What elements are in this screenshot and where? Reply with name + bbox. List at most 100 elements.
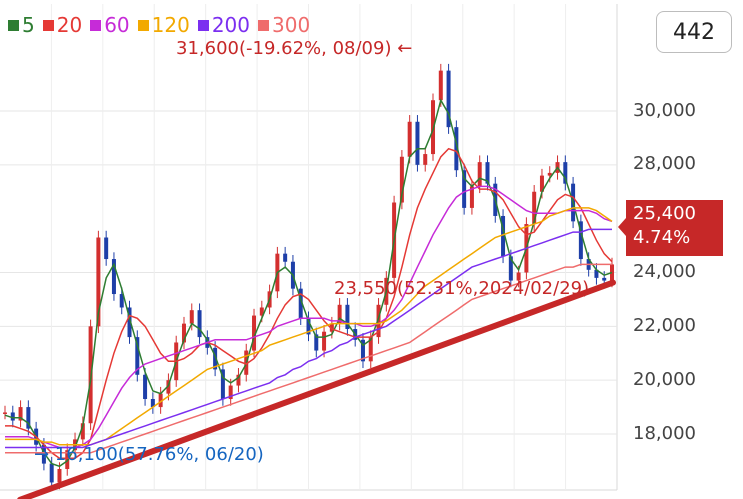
price-candle-body [602,277,607,281]
moving-average-line-200 [5,228,612,449]
price-candle-body [322,331,327,351]
price-candle-body [298,288,303,319]
price-candle-body [454,127,459,171]
ma5-swatch [8,19,19,31]
legend-item-ma200[interactable]: 200 [197,13,251,37]
price-candle-body [360,339,365,362]
legend-item-ma5[interactable]: 5 [8,13,35,37]
price-candle-body [283,253,288,262]
price-candle-body [150,399,155,408]
legend-item-ma60[interactable]: 60 [90,13,130,37]
price-candle-body [252,315,257,351]
price-candle-body [594,269,599,278]
price-candle-body [306,318,311,335]
price-candle-body [345,304,350,330]
legend-item-ma20[interactable]: 20 [42,13,83,37]
price-candle-body [18,407,23,421]
price-candle-body [469,186,474,208]
price-candle-body [539,175,544,192]
price-candle-body [96,237,101,327]
legend-label-ma300: 300 [272,13,311,37]
legend-label-ma20: 20 [56,13,83,37]
y-tick-label: 30,000 [633,100,696,121]
price-candle-body [578,221,583,260]
low-annotation-text: 16,100(57.76%, 06/20) [54,444,264,465]
price-candle-body [189,310,194,324]
ma20-swatch [42,19,54,31]
price-candle-body [415,121,420,165]
y-tick-label: 24,000 [633,261,696,282]
price-candle-body [181,323,186,343]
price-candle-body [3,412,7,414]
moving-average-line-60 [5,185,613,449]
period-high-annotation: 31,600(-19.62%, 08/09) ← [176,38,412,59]
price-candle-body [104,237,109,260]
support-trendline [17,279,616,499]
price-candle-body [462,170,467,208]
price-candle-body [119,294,124,308]
price-candle-body [329,323,334,332]
price-candle-body [407,121,412,157]
ma120-swatch [137,19,149,31]
current-price-value: 25,400 [633,203,696,224]
price-candle-body [158,393,163,408]
price-candle-body [49,463,54,483]
price-candle-body [368,337,373,362]
moving-average-line-20 [5,147,613,459]
price-candle-body [80,423,85,440]
price-candle-body [508,256,513,281]
price-candle-body [111,259,116,295]
price-candle-body [220,369,225,400]
legend-label-ma200: 200 [211,13,251,37]
current-price-badge: 25,400 4.74% [618,200,723,256]
price-candle-body [197,310,202,338]
legend-item-ma300[interactable]: 300 [258,13,310,37]
y-tick-label: 22,000 [633,315,696,336]
price-candle-body [446,70,451,128]
price-candle-body [376,304,381,338]
moving-average-line-5 [4,98,613,468]
price-candle-body [337,304,342,324]
legend-item-ma120[interactable]: 120 [137,13,190,37]
legend-label-ma60: 60 [104,13,130,37]
price-candle-body [501,215,506,257]
price-candle-body [228,385,233,400]
ma200-swatch [197,19,209,31]
price-candle-body [477,162,482,187]
price-candle-body [26,407,31,429]
candle-count-button[interactable]: 442 [656,11,732,53]
price-candle-body [532,191,537,225]
price-candle-body [314,334,319,351]
price-candle-body [41,444,46,464]
current-price-change: 4.74% [633,227,691,248]
price-candle-body [143,374,148,400]
price-candle-body [438,70,443,101]
price-candle-body [135,337,140,375]
price-candle-body [516,272,521,281]
y-tick-label: 28,000 [633,153,696,174]
y-tick-label: 18,000 [633,423,696,444]
trendline-annotation: 23,550(52.31%,2024/02/29) [334,278,590,299]
high-annotation-text: 31,600(-19.62%, 08/09) [176,38,392,59]
price-candle-body [399,156,404,203]
moving-average-legend: 5 20 60 120 200 300 [8,13,310,37]
price-candle-body [259,307,264,316]
price-candle-body [213,347,218,370]
price-candle-body [547,172,552,176]
period-low-annotation: → 16,100(57.76%, 06/20) [34,444,264,465]
price-candle-body [57,468,62,483]
price-candle-body [10,412,15,421]
moving-average-line-300 [5,263,612,454]
price-candle-body [423,154,428,165]
right-arrow-icon: → [34,444,50,465]
price-candle-body [485,162,490,184]
price-candle-body [563,162,568,184]
legend-label-ma120: 120 [151,13,190,37]
price-candle-body [127,307,132,338]
legend-label-ma5: 5 [22,13,35,37]
left-arrow-icon: ← [397,38,413,59]
ma300-swatch [258,19,270,31]
price-candle-body [166,380,171,394]
ma60-swatch [90,19,102,31]
